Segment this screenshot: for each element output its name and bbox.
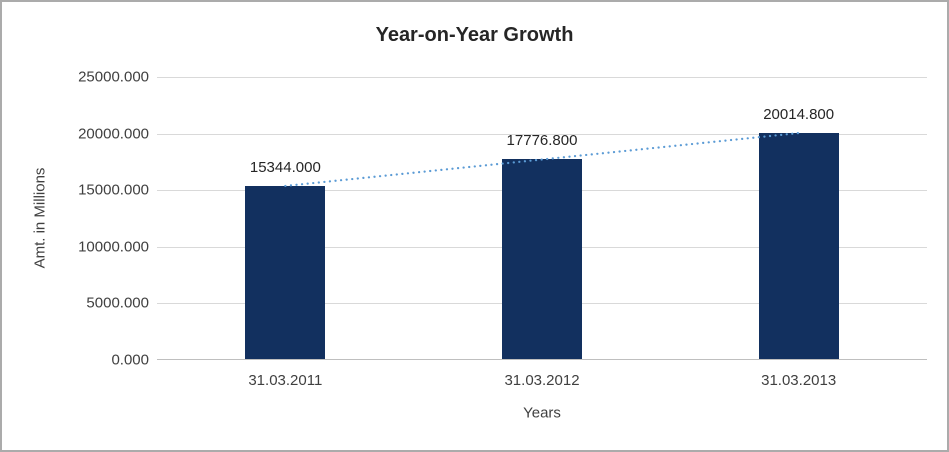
y-tick-label: 0.000 [111, 351, 149, 369]
x-axis-line [157, 359, 927, 360]
data-label: 17776.800 [506, 131, 578, 149]
bar [245, 186, 326, 360]
x-tick-labels: 31.03.2011 31.03.2012 31.03.2013 [157, 372, 927, 394]
x-tick-label: 31.03.2011 [248, 372, 323, 389]
x-tick-label: 31.03.2012 [504, 372, 580, 389]
data-label: 20014.800 [763, 106, 835, 124]
bar [758, 133, 839, 360]
x-tick-label: 31.03.2013 [761, 372, 837, 389]
y-tick-labels: 0.000 5000.000 10000.000 15000.000 20000.000… [2, 69, 149, 369]
y-tick-label: 25000.000 [78, 68, 149, 86]
y-tick-label: 15000.000 [78, 181, 149, 199]
gridline [157, 77, 927, 78]
y-tick-label: 10000.000 [78, 238, 149, 256]
x-axis-title: Years [523, 404, 561, 422]
y-tick-label: 20000.000 [78, 125, 149, 143]
data-label: 15344.000 [249, 159, 321, 177]
plot-area: 15344.000 17776.800 20014.800 [157, 77, 927, 360]
y-tick-label: 5000.000 [86, 294, 149, 312]
bar [502, 158, 582, 360]
chart-title: Year-on-Year Growth [375, 24, 574, 46]
